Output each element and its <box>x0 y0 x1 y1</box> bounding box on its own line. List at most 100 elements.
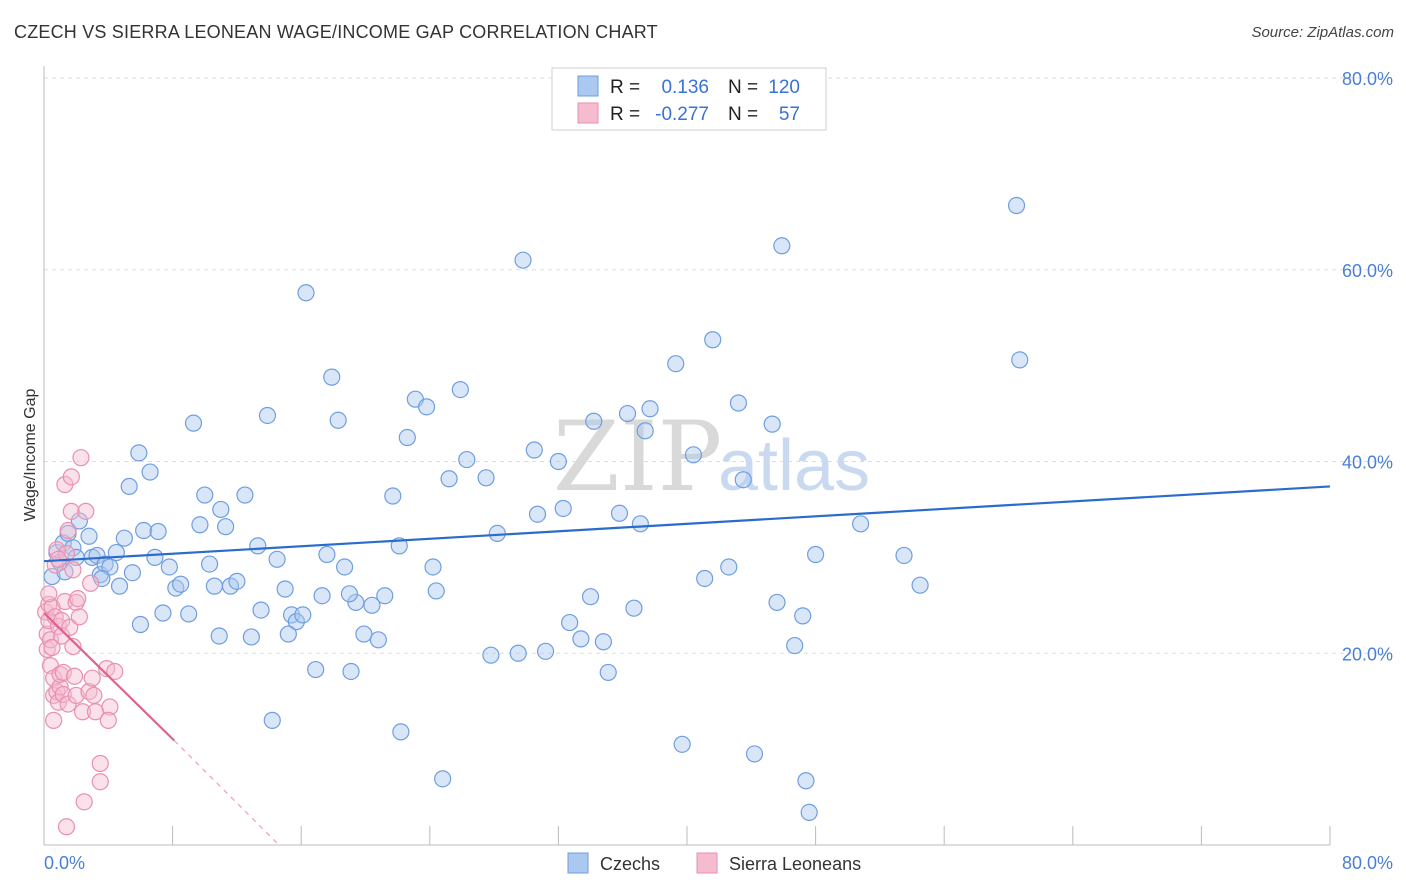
czech-point-90 <box>631 515 649 533</box>
y-tick-label-0: 20.0% <box>1342 644 1393 664</box>
sierra-leonean-point-31 <box>64 637 82 656</box>
legend-r-value-czechs: 0.136 <box>661 77 709 98</box>
sierra-leonean-point-46 <box>91 754 109 773</box>
legend-r-label-czechs: R = <box>610 77 640 98</box>
correlation-legend: R = 0.136 N = 120 R = -0.277 N = 57 <box>551 67 827 131</box>
czech-point-92 <box>641 400 659 418</box>
czech-point-69 <box>451 380 469 399</box>
czech-point-68 <box>440 470 458 488</box>
czech-point-103 <box>768 593 786 612</box>
czech-point-119 <box>340 585 359 603</box>
axes <box>43 66 1331 846</box>
grid-lines <box>44 77 1395 654</box>
czech-point-98 <box>720 558 738 576</box>
czech-point-99 <box>729 394 748 412</box>
czech-point-40 <box>242 628 260 646</box>
czech-point-114 <box>1011 351 1029 369</box>
czech-point-31 <box>191 516 209 534</box>
sierra-leonean-point-47 <box>91 773 109 791</box>
czech-point-16 <box>110 577 129 595</box>
czech-point-43 <box>268 550 286 568</box>
czech-point-115 <box>252 601 270 619</box>
czech-point-88 <box>618 404 637 423</box>
czech-point-48 <box>297 284 315 302</box>
series-legend-label-sierra-leoneans: Sierra Leoneans <box>729 854 861 874</box>
sierra-leonean-point-52 <box>57 818 76 836</box>
czech-point-89 <box>625 599 643 617</box>
czech-point-121 <box>131 615 150 634</box>
czech-point-61 <box>384 487 402 505</box>
czech-point-105 <box>786 636 804 655</box>
czech-point-26 <box>160 558 178 576</box>
czech-point-91 <box>636 422 654 440</box>
x-tick-labels: 0.0% 80.0% <box>44 853 1393 873</box>
czech-point-53 <box>329 411 347 429</box>
czech-point-111 <box>895 546 913 565</box>
trend-lines <box>43 485 1331 844</box>
czech-point-75 <box>514 251 532 269</box>
czech-point-80 <box>554 499 572 518</box>
czech-point-77 <box>528 505 547 523</box>
czech-point-25 <box>154 604 172 622</box>
czech-point-120 <box>212 500 230 519</box>
czech-point-49 <box>307 660 325 679</box>
legend-swatch-czechs <box>577 75 599 97</box>
czech-point-32 <box>196 486 214 504</box>
czech-point-55 <box>342 662 360 681</box>
legend-n-label-czechs: N = <box>728 77 758 98</box>
czech-point-18 <box>120 477 138 496</box>
czech-point-35 <box>210 627 228 645</box>
czech-point-74 <box>509 644 527 662</box>
czech-point-65 <box>417 398 436 416</box>
sierra-leonean-point-36 <box>69 590 87 608</box>
sierra-leonean-point-22 <box>54 685 72 704</box>
sierra-leonean-trend-line-extrapolated <box>173 740 278 844</box>
czech-point-63 <box>398 428 416 447</box>
sierra-leonean-point-35 <box>67 686 85 705</box>
sierra-leonean-point-29 <box>62 468 80 486</box>
czech-point-19 <box>123 564 142 582</box>
czech-point-123 <box>279 625 297 643</box>
sierra-leonean-point-38 <box>72 449 90 467</box>
czech-point-78 <box>536 642 555 660</box>
czech-point-38 <box>228 572 246 590</box>
czech-point-42 <box>258 406 277 425</box>
czech-point-36 <box>217 518 235 536</box>
czech-trend-line <box>43 485 1331 563</box>
sierra-leonean-trend-line <box>43 612 175 742</box>
czech-point-34 <box>205 577 223 595</box>
czech-point-82 <box>572 630 590 648</box>
sierra-leonean-point-21 <box>54 663 72 682</box>
czech-point-66 <box>424 558 442 576</box>
series-legend: Czechs Sierra Leoneans <box>567 852 861 874</box>
czech-point-94 <box>673 735 691 753</box>
legend-n-value-sierra-leoneans: 57 <box>779 104 800 125</box>
y-tick-labels: 20.0% 40.0% 60.0% 80.0% <box>1342 69 1393 664</box>
sierra-leonean-point-37 <box>70 608 88 626</box>
czech-point-117 <box>392 723 410 741</box>
sierra-leonean-point-33 <box>65 667 84 685</box>
czech-point-21 <box>135 521 153 540</box>
czech-point-95 <box>684 446 703 464</box>
czech-point-76 <box>525 441 543 459</box>
sierra-leonean-point-30 <box>62 502 80 520</box>
y-tick-label-3: 80.0% <box>1342 69 1393 89</box>
sierra-leonean-point-40 <box>77 502 95 520</box>
legend-swatch-sierra-leoneans <box>577 102 599 124</box>
sierra-leonean-point-39 <box>73 703 92 721</box>
czech-point-72 <box>482 646 500 664</box>
czech-point-93 <box>667 355 685 373</box>
series-legend-label-czechs: Czechs <box>600 854 660 874</box>
czech-point-57 <box>355 625 373 643</box>
czech-point-44 <box>276 580 294 598</box>
watermark-atlas: atlas <box>718 426 870 506</box>
sierra-leonean-points <box>37 449 124 836</box>
czech-point-122 <box>93 569 111 588</box>
sierra-leonean-point-49 <box>101 698 119 716</box>
czech-point-13 <box>96 555 114 573</box>
sierra-leonean-point-54 <box>40 585 58 603</box>
sierra-leonean-point-51 <box>75 793 93 811</box>
czech-point-58 <box>363 596 381 614</box>
czech-point-87 <box>610 504 629 522</box>
czech-point-17 <box>115 529 133 547</box>
